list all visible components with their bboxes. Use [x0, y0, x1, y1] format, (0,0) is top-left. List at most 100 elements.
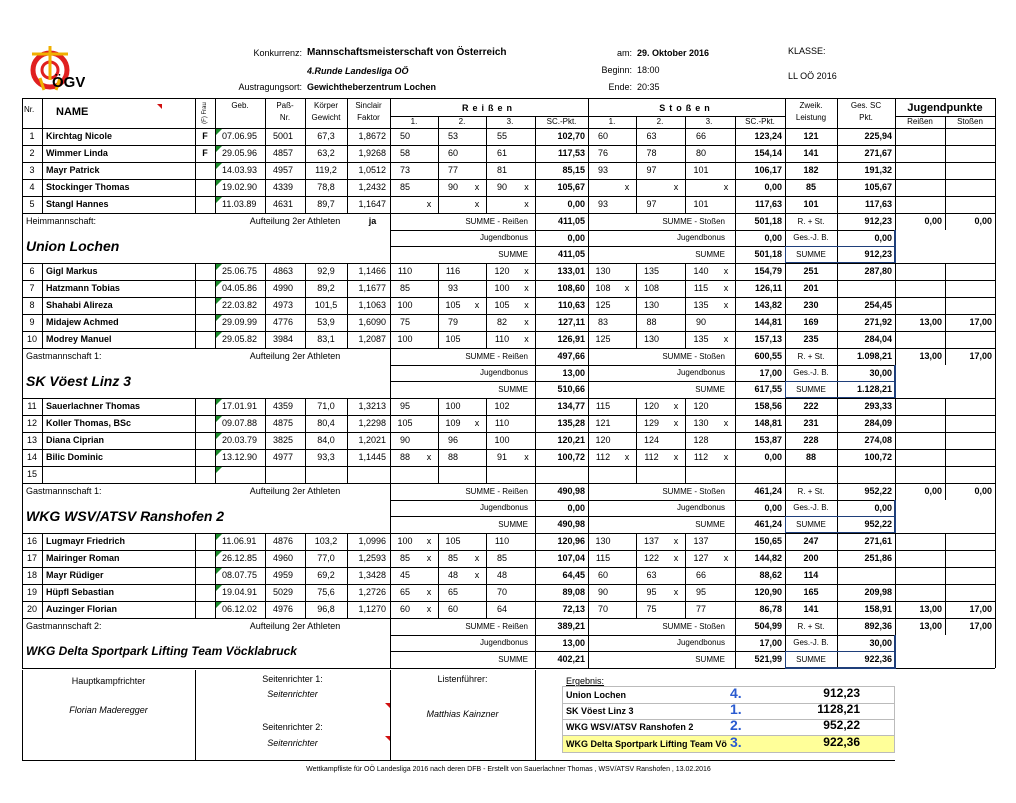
attempt: 90 — [695, 317, 706, 327]
rule — [588, 280, 589, 297]
result-rank: 4. — [730, 685, 742, 701]
total: 247 — [803, 536, 819, 546]
rule — [785, 128, 786, 145]
result-team: Union Lochen — [566, 690, 626, 700]
rule — [535, 415, 536, 432]
total: 231 — [803, 418, 819, 428]
rule — [347, 567, 348, 584]
sum-label: SUMME — [796, 250, 826, 259]
rule — [535, 670, 536, 760]
sinclair: 1,3213 — [358, 401, 386, 411]
sum-value: 0,00 — [874, 503, 892, 513]
rule — [215, 128, 216, 145]
rule — [735, 466, 736, 483]
rule — [22, 760, 895, 761]
rule — [347, 297, 348, 314]
rule — [588, 128, 589, 145]
rule — [305, 533, 306, 550]
name: Shahabi Alireza — [46, 300, 113, 310]
official-name: Seitenrichter — [267, 689, 318, 699]
attempt: 76 — [597, 148, 608, 158]
rule — [22, 398, 23, 415]
total: 230 — [803, 300, 819, 310]
rule — [22, 297, 995, 298]
rule — [22, 162, 995, 163]
rule — [22, 331, 995, 332]
attempt: 124 — [643, 435, 660, 445]
rule — [215, 314, 216, 331]
rule — [390, 348, 391, 398]
attempt: 80 — [695, 148, 706, 158]
attempt: 77 — [447, 165, 458, 175]
header: Gewicht — [311, 113, 341, 122]
rule — [22, 213, 995, 214]
rule — [535, 196, 536, 213]
rule — [785, 432, 786, 449]
rule — [438, 297, 439, 314]
rule — [215, 550, 216, 567]
rule — [305, 314, 306, 331]
sum-value: 0,00 — [764, 233, 782, 243]
attempt: 79 — [447, 317, 458, 327]
attempt: 112 — [595, 452, 611, 462]
sum-label: Jugendbonus — [676, 368, 725, 377]
rule — [535, 398, 536, 415]
name: Mayr Patrick — [46, 165, 100, 175]
rule — [535, 618, 536, 668]
header: 1. — [608, 117, 616, 126]
sinclair: 1,0996 — [358, 536, 386, 546]
rule — [486, 145, 487, 162]
rule — [735, 314, 736, 331]
rule — [305, 179, 306, 196]
rule — [837, 584, 838, 601]
attempt: 82 — [496, 317, 507, 327]
rule — [785, 516, 896, 517]
pass-nr: 4957 — [273, 165, 294, 175]
rule — [42, 449, 43, 466]
fail-mark: x — [426, 452, 432, 462]
fail-mark: x — [474, 418, 480, 428]
split-label: Aufteilung 2er Athleten — [249, 351, 341, 361]
rule — [588, 584, 589, 601]
rule — [995, 145, 996, 162]
rule — [588, 618, 589, 668]
comment-marker — [384, 736, 390, 742]
pass-nr: 4631 — [273, 199, 294, 209]
female: F — [202, 131, 208, 141]
rule — [22, 213, 23, 263]
attempt: 85 — [447, 553, 458, 563]
sum-value: 411,05 — [557, 249, 585, 259]
rule — [995, 398, 996, 415]
rule — [215, 415, 216, 432]
rule — [895, 567, 896, 584]
attempt: 53 — [447, 131, 458, 141]
rule — [390, 584, 391, 601]
rule — [390, 230, 895, 231]
rule — [785, 567, 786, 584]
birth-date: 07.06.95 — [222, 131, 258, 141]
start-time: 18:00 — [637, 65, 660, 75]
rule — [535, 533, 536, 550]
sinclair: 1,1270 — [358, 604, 386, 614]
rule — [347, 601, 348, 618]
footer-note: Wettkampfliste für OÖ Landesliga 2016 na… — [306, 766, 711, 773]
sum-label: Jugendbonus — [479, 638, 528, 647]
sum-label: SUMME - Reißen — [465, 352, 528, 361]
rule — [195, 128, 196, 145]
header: Stoßen — [957, 117, 983, 126]
total-sc: 284,04 — [864, 334, 892, 344]
name: Mairinger Roman — [46, 553, 120, 563]
attempt: 100 — [494, 435, 510, 445]
attempt: 129 — [643, 418, 660, 428]
sinclair: 1,1445 — [358, 452, 386, 462]
sc-points: 106,17 — [754, 165, 782, 175]
attempt: 105 — [397, 418, 413, 428]
rule — [895, 449, 896, 466]
rule — [22, 449, 23, 466]
sum-value: 922,36 — [864, 654, 892, 664]
rule — [588, 466, 589, 483]
rule — [390, 314, 391, 331]
rule — [837, 98, 838, 128]
rule — [22, 145, 23, 162]
sum-value: 490,98 — [557, 519, 585, 529]
